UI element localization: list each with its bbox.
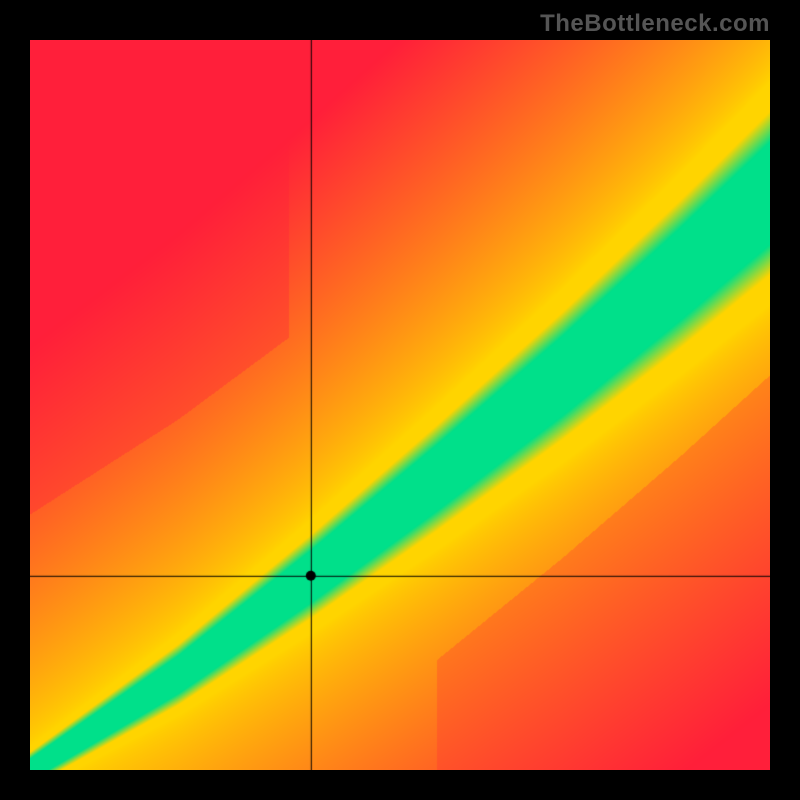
chart-container: TheBottleneck.com	[0, 0, 800, 800]
bottleneck-heatmap	[30, 40, 770, 770]
watermark-label: TheBottleneck.com	[540, 10, 770, 38]
plot-area	[30, 40, 770, 770]
